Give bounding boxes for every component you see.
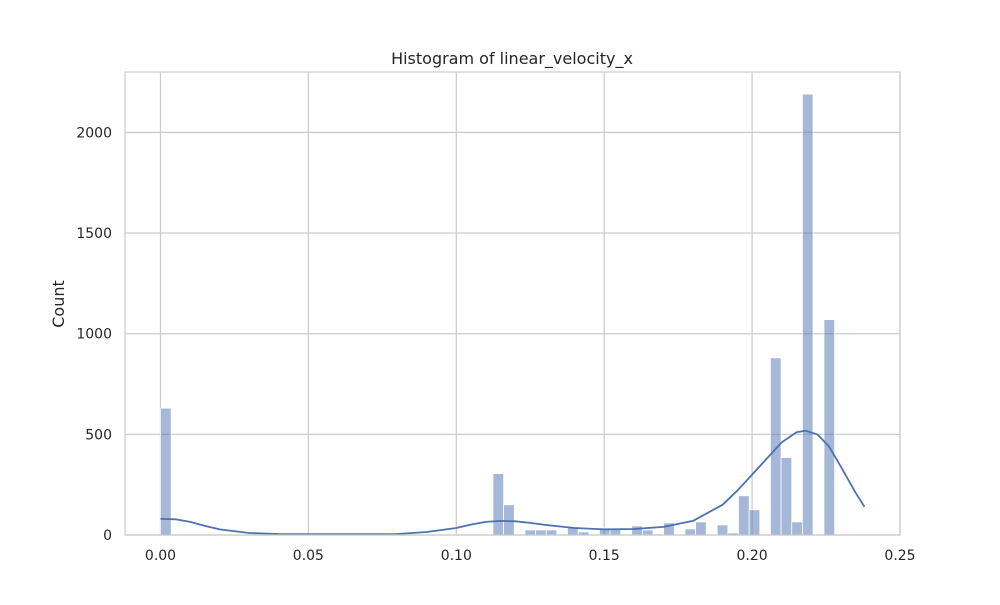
histogram-bar	[823, 319, 836, 536]
x-tick-label: 0.10	[441, 548, 472, 564]
histogram-bar	[631, 525, 643, 536]
x-tick-label: 0.15	[589, 548, 620, 564]
histogram-bar	[641, 529, 654, 536]
kde-curve	[160, 429, 866, 536]
histogram-bar	[503, 504, 515, 536]
histogram-bar	[748, 509, 761, 536]
kde-layer	[160, 429, 866, 536]
y-tick-label: 0	[103, 528, 112, 544]
histogram-bar	[160, 407, 172, 536]
y-axis-title: Count	[49, 280, 68, 328]
histogram-bar	[770, 357, 782, 536]
x-tick-label: 0.25	[884, 548, 915, 564]
x-tick-label: 0.05	[293, 548, 324, 564]
histogram-bar	[535, 529, 547, 536]
histogram-bar	[524, 529, 536, 536]
histogram-bar	[716, 524, 729, 536]
x-tick-label: 0.00	[145, 548, 176, 564]
y-tick-labels: 0 500 1000 1500 2000	[76, 125, 112, 544]
chart-title: Histogram of linear_velocity_x	[391, 49, 633, 69]
histogram-bar	[684, 528, 696, 536]
y-tick-label: 2000	[76, 125, 112, 141]
plot-frame	[124, 71, 901, 536]
histogram-bar	[545, 529, 558, 536]
x-tick-labels: 0.00 0.05 0.10 0.15 0.20 0.25	[145, 548, 916, 564]
histogram-bar	[492, 473, 505, 536]
histogram-bar	[802, 93, 814, 536]
histogram-bar	[791, 521, 803, 536]
x-tick-label: 0.20	[737, 548, 768, 564]
histogram-bar	[695, 521, 707, 536]
bar-layer	[160, 93, 836, 536]
histogram-bar	[738, 495, 750, 536]
y-tick-label: 500	[85, 427, 112, 443]
histogram-bar	[780, 457, 793, 536]
y-tick-label: 1000	[76, 327, 112, 343]
y-tick-label: 1500	[76, 226, 112, 242]
